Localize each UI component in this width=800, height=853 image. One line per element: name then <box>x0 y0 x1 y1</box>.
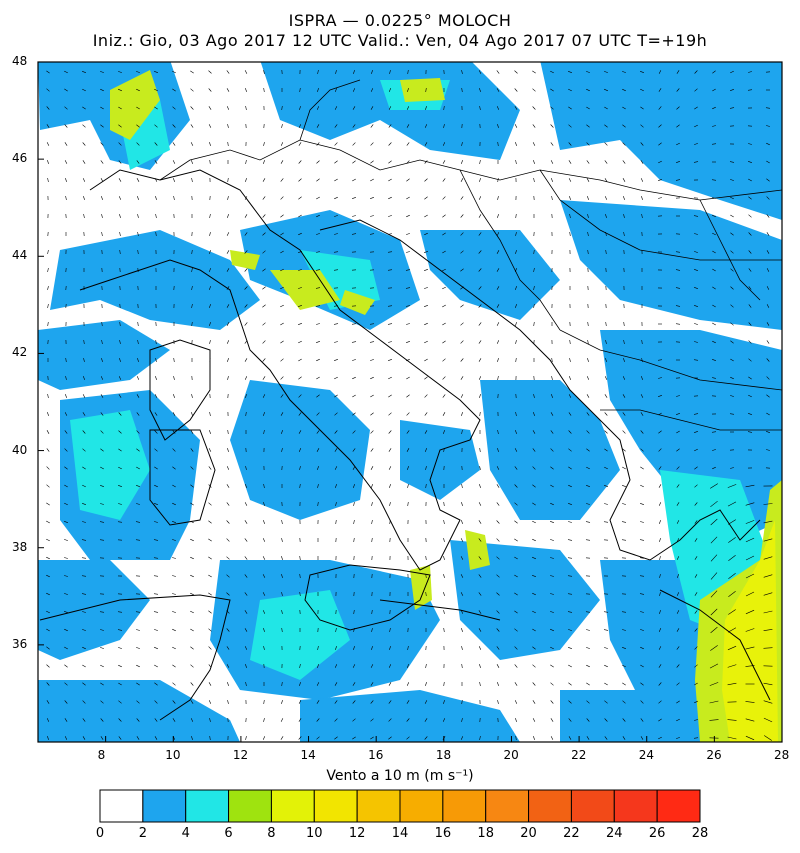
colorbar-label: 8 <box>267 826 276 841</box>
map-title: ISPRA — 0.0225° MOLOCH <box>288 11 512 30</box>
country-borders <box>159 79 782 431</box>
lon-tick-label: 8 <box>97 748 106 762</box>
wind-vectors <box>46 69 773 741</box>
colorbar-swatch <box>185 789 230 823</box>
colorbar-swatch <box>485 789 530 823</box>
colorbar-label: 12 <box>348 826 366 841</box>
map-frame <box>37 61 783 743</box>
wind-band-4-6 <box>70 80 770 680</box>
colorbar-label: 4 <box>181 826 190 841</box>
lon-tick-label: 26 <box>706 748 722 762</box>
colorbar-swatch <box>313 789 358 823</box>
colorbar-swatch <box>228 789 272 823</box>
lon-tick-label: 22 <box>571 748 587 762</box>
colorbar-swatch <box>399 789 444 823</box>
lat-tick-label: 40 <box>12 442 28 457</box>
map-subtitle: Iniz.: Gio, 03 Ago 2017 12 UTC Valid.: V… <box>92 31 708 50</box>
colorbar-label: 6 <box>224 826 233 841</box>
lat-tick-label: 38 <box>12 539 28 554</box>
coastlines <box>39 169 771 721</box>
colorbar-swatch <box>613 789 658 823</box>
lon-tick-label: 12 <box>232 748 249 762</box>
lon-tick-label: 14 <box>300 748 316 762</box>
lon-tick-label: 24 <box>638 748 654 762</box>
colorbar-label: 22 <box>563 826 580 841</box>
lat-tick-label: 36 <box>12 636 28 651</box>
lon-tick-label: 16 <box>368 748 384 762</box>
lat-tick-label: 48 <box>12 54 28 68</box>
lon-tick-label: 20 <box>503 748 519 762</box>
lat-tick-label: 42 <box>12 345 28 360</box>
colorbar-swatch <box>656 789 701 823</box>
colorbar-label: 28 <box>691 826 709 841</box>
colorbar-swatch <box>99 789 144 823</box>
colorbar-swatch <box>270 789 315 823</box>
lat-tick-label: 44 <box>12 248 28 263</box>
colorbar-label: 20 <box>520 826 537 841</box>
colorbar-title: Vento a 10 m (m s⁻¹) <box>326 768 474 784</box>
colorbar-swatch <box>570 789 615 823</box>
colorbar-label: 26 <box>648 826 666 841</box>
wind-band-8-10 <box>722 520 778 742</box>
colorbar-label: 2 <box>138 826 147 841</box>
colorbar-label: 24 <box>606 826 623 841</box>
colorbar-label: 0 <box>95 826 105 841</box>
colorbar-label: 16 <box>434 826 452 841</box>
lon-tick-label: 18 <box>435 748 452 762</box>
colorbar-label: 10 <box>306 826 323 841</box>
colorbar-swatch <box>142 789 187 823</box>
colorbar-swatch <box>442 789 487 823</box>
lon-tick-label: 28 <box>774 748 790 762</box>
colorbar-label: 18 <box>477 826 494 841</box>
colorbar-label: 14 <box>391 826 409 841</box>
lon-tick-label: 10 <box>165 748 181 762</box>
colorbar-swatch <box>356 789 401 823</box>
colorbar-swatch <box>528 789 572 823</box>
lat-tick-label: 46 <box>12 151 28 166</box>
